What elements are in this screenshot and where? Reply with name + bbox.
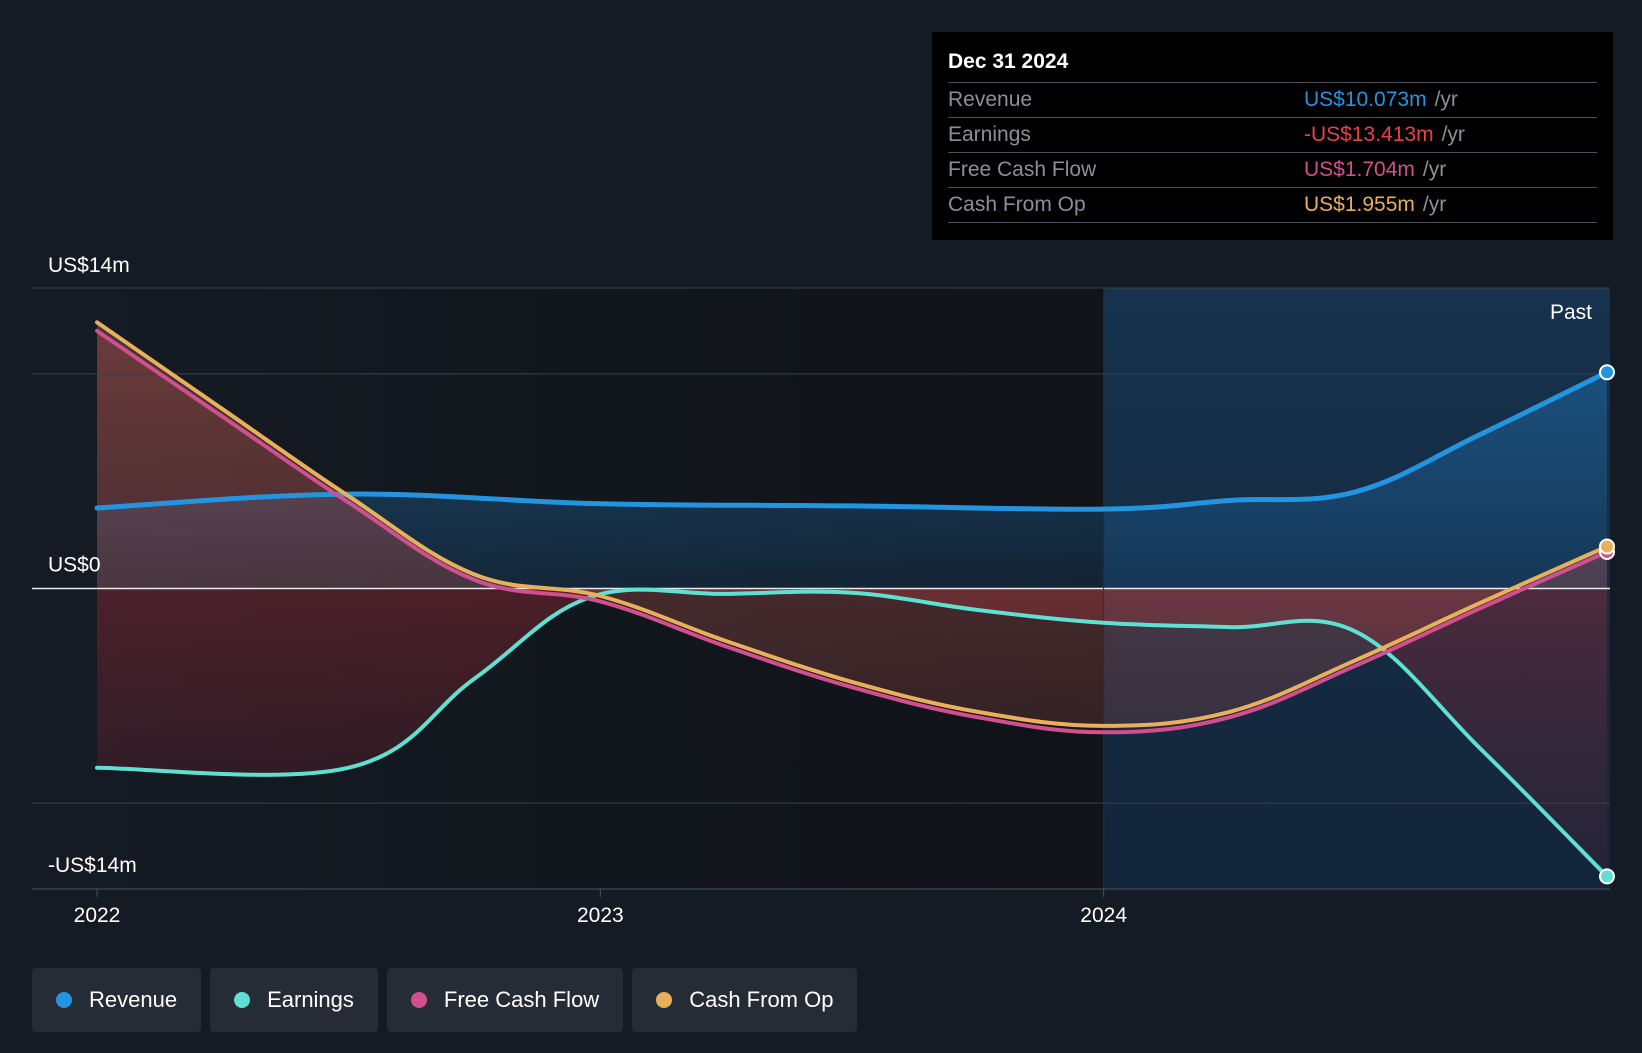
tooltip-value: US$10.073m: [1304, 88, 1427, 111]
legend-item-cash-from-op[interactable]: Cash From Op: [632, 968, 858, 1032]
tooltip-value: US$1.955m: [1304, 193, 1415, 216]
past-label: Past: [1550, 301, 1592, 324]
tooltip-row-cash-from-op: Cash From Op US$1.955m /yr: [948, 187, 1597, 223]
legend-item-earnings[interactable]: Earnings: [210, 968, 378, 1032]
tooltip-label: Cash From Op: [948, 193, 1086, 216]
tooltip-date: Dec 31 2024: [948, 50, 1069, 73]
free-cash-flow-line: [95, 328, 1609, 735]
legend: Revenue Earnings Free Cash Flow Cash Fro…: [32, 968, 858, 1032]
tooltip-label: Free Cash Flow: [948, 158, 1097, 181]
free-cash-flow-dot-icon: [410, 992, 427, 1008]
legend-item-revenue[interactable]: Revenue: [32, 968, 202, 1032]
cash-from-op-endpoint: [1599, 538, 1615, 555]
y-label-zero: US$0: [48, 554, 101, 577]
x-tick-label: 2023: [577, 904, 624, 927]
legend-item-free-cash-flow[interactable]: Free Cash Flow: [386, 968, 624, 1032]
x-tick-label: 2024: [1080, 904, 1127, 927]
revenue-dot-icon: [56, 992, 72, 1008]
legend-label: Cash From Op: [689, 987, 834, 1012]
legend-label: Free Cash Flow: [443, 987, 600, 1012]
tooltip: Dec 31 2024 Revenue US$10.073m /yr Earni…: [932, 32, 1613, 240]
tooltip-row-free-cash-flow: Free Cash Flow US$1.704m /yr: [948, 152, 1597, 187]
y-label-min: -US$14m: [48, 854, 137, 877]
tooltip-label: Earnings: [948, 123, 1031, 146]
cash-from-op-area: [97, 322, 1607, 726]
tooltip-value: US$1.704m: [1304, 158, 1415, 181]
cash-from-op-dot-icon: [656, 992, 673, 1008]
tooltip-unit: /yr: [1422, 158, 1447, 181]
revenue-area: [97, 372, 1607, 589]
y-label-max: US$14m: [48, 254, 130, 277]
earnings-area: [97, 588, 1607, 877]
legend-label: Earnings: [267, 987, 354, 1012]
legend-label: Revenue: [89, 987, 178, 1012]
tooltip-unit: /yr: [1434, 88, 1458, 111]
earnings-dot-icon: [234, 992, 251, 1008]
tooltip-label: Revenue: [948, 88, 1033, 111]
earnings-endpoint: [1599, 868, 1615, 885]
revenue-endpoint: [1599, 364, 1615, 381]
x-tick-label: 2022: [74, 904, 121, 927]
tooltip-unit: /yr: [1441, 123, 1465, 146]
cash-from-op-line: [95, 320, 1609, 728]
earnings-line: [95, 587, 1609, 879]
revenue-line: [94, 369, 1610, 512]
tooltip-row-revenue: Revenue US$10.073m /yr: [948, 82, 1597, 117]
tooltip-row-earnings: Earnings -US$13.413m /yr: [948, 117, 1597, 152]
tooltip-value: -US$13.413m: [1304, 123, 1434, 146]
tooltip-unit: /yr: [1422, 193, 1447, 216]
